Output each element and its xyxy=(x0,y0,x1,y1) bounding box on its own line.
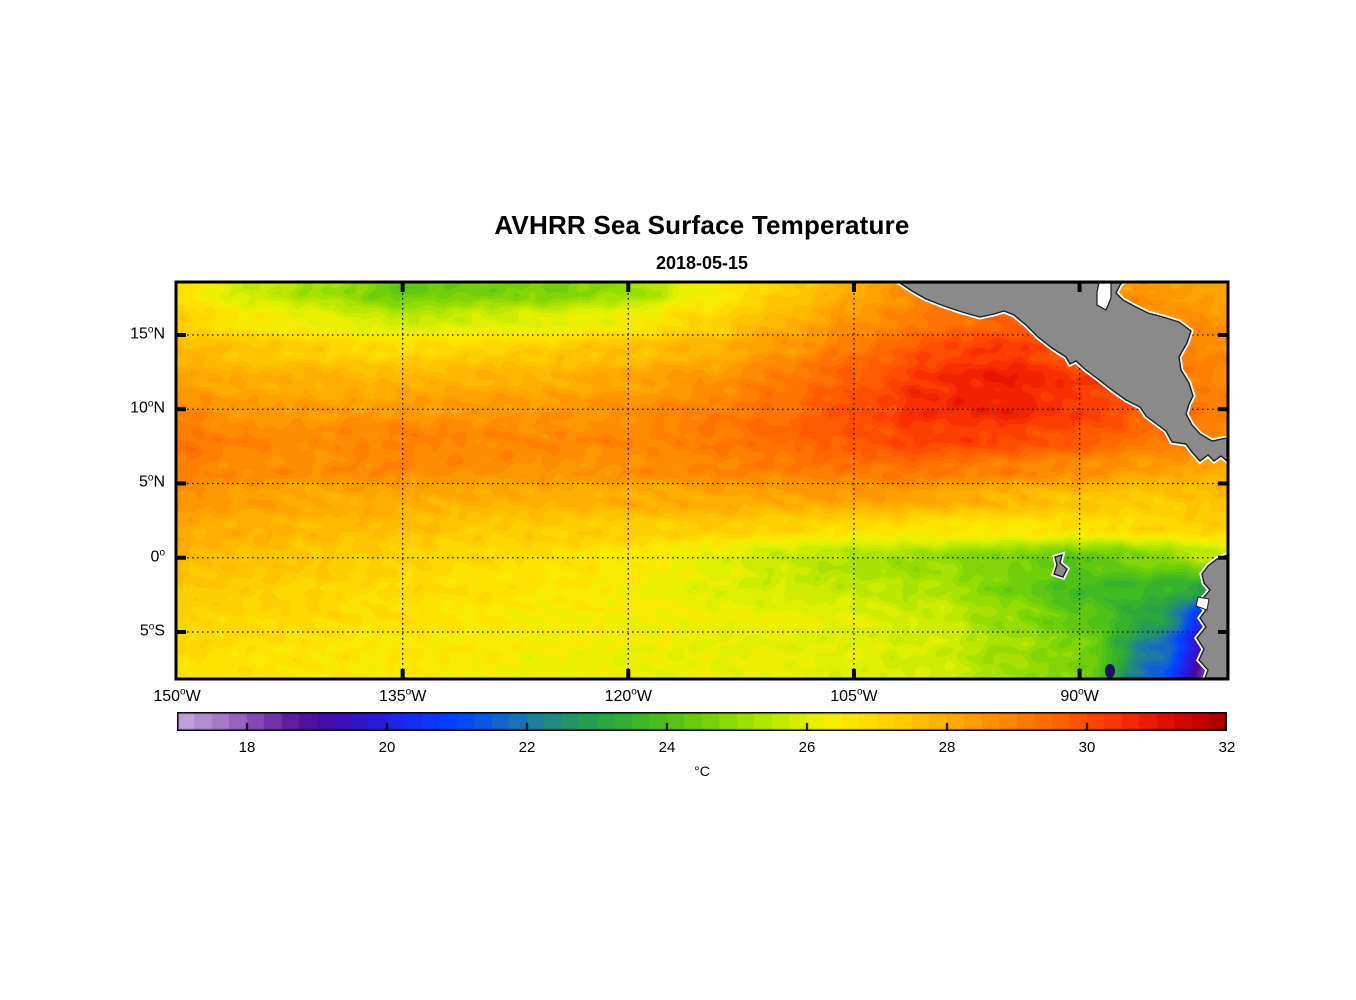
colorbar-tick-label: 22 xyxy=(518,739,536,756)
degree-superscript: o xyxy=(1078,686,1084,698)
y-tick-label: 10oN xyxy=(130,398,165,417)
y-tick-label: 5oS xyxy=(139,621,165,640)
colorbar xyxy=(177,712,1227,731)
colorbar-tick-label: 26 xyxy=(798,739,816,756)
degree-superscript: o xyxy=(856,686,863,698)
x-tick-label: 135oW xyxy=(378,686,427,705)
y-tick-label: 0o xyxy=(150,547,165,566)
colorbar-tick-label: 28 xyxy=(938,739,956,756)
colorbar-tick-label: 24 xyxy=(658,739,676,756)
x-tick-label: 120oW xyxy=(604,686,652,705)
degree-superscript: o xyxy=(148,621,155,633)
colorbar-tick-label: 30 xyxy=(1078,739,1096,756)
degree-superscript: o xyxy=(147,324,154,336)
degree-superscript: o xyxy=(147,398,154,410)
colorbar-unit-label: °C xyxy=(694,763,710,779)
date-subtitle: 2018-05-15 xyxy=(655,253,749,273)
degree-superscript: o xyxy=(405,686,412,698)
colorbar-tick-label: 18 xyxy=(238,739,256,756)
x-tick-label: 150oW xyxy=(153,686,201,705)
colorbar-tick-label: 20 xyxy=(378,739,396,756)
sst-heatmap xyxy=(177,283,1227,678)
y-tick-label: 5oN xyxy=(138,472,165,492)
colorbar-tick-label: 32 xyxy=(1218,739,1236,756)
degree-superscript: o xyxy=(147,472,154,484)
degree-superscript: o xyxy=(631,686,637,698)
y-tick-label: 15oN xyxy=(130,324,165,343)
page-title: AVHRR Sea Surface Temperature xyxy=(494,210,910,240)
x-tick-label: 105oW xyxy=(830,686,878,705)
degree-superscript: o xyxy=(159,547,165,559)
x-tick-label: 90oW xyxy=(1060,686,1099,705)
degree-superscript: o xyxy=(180,686,186,698)
